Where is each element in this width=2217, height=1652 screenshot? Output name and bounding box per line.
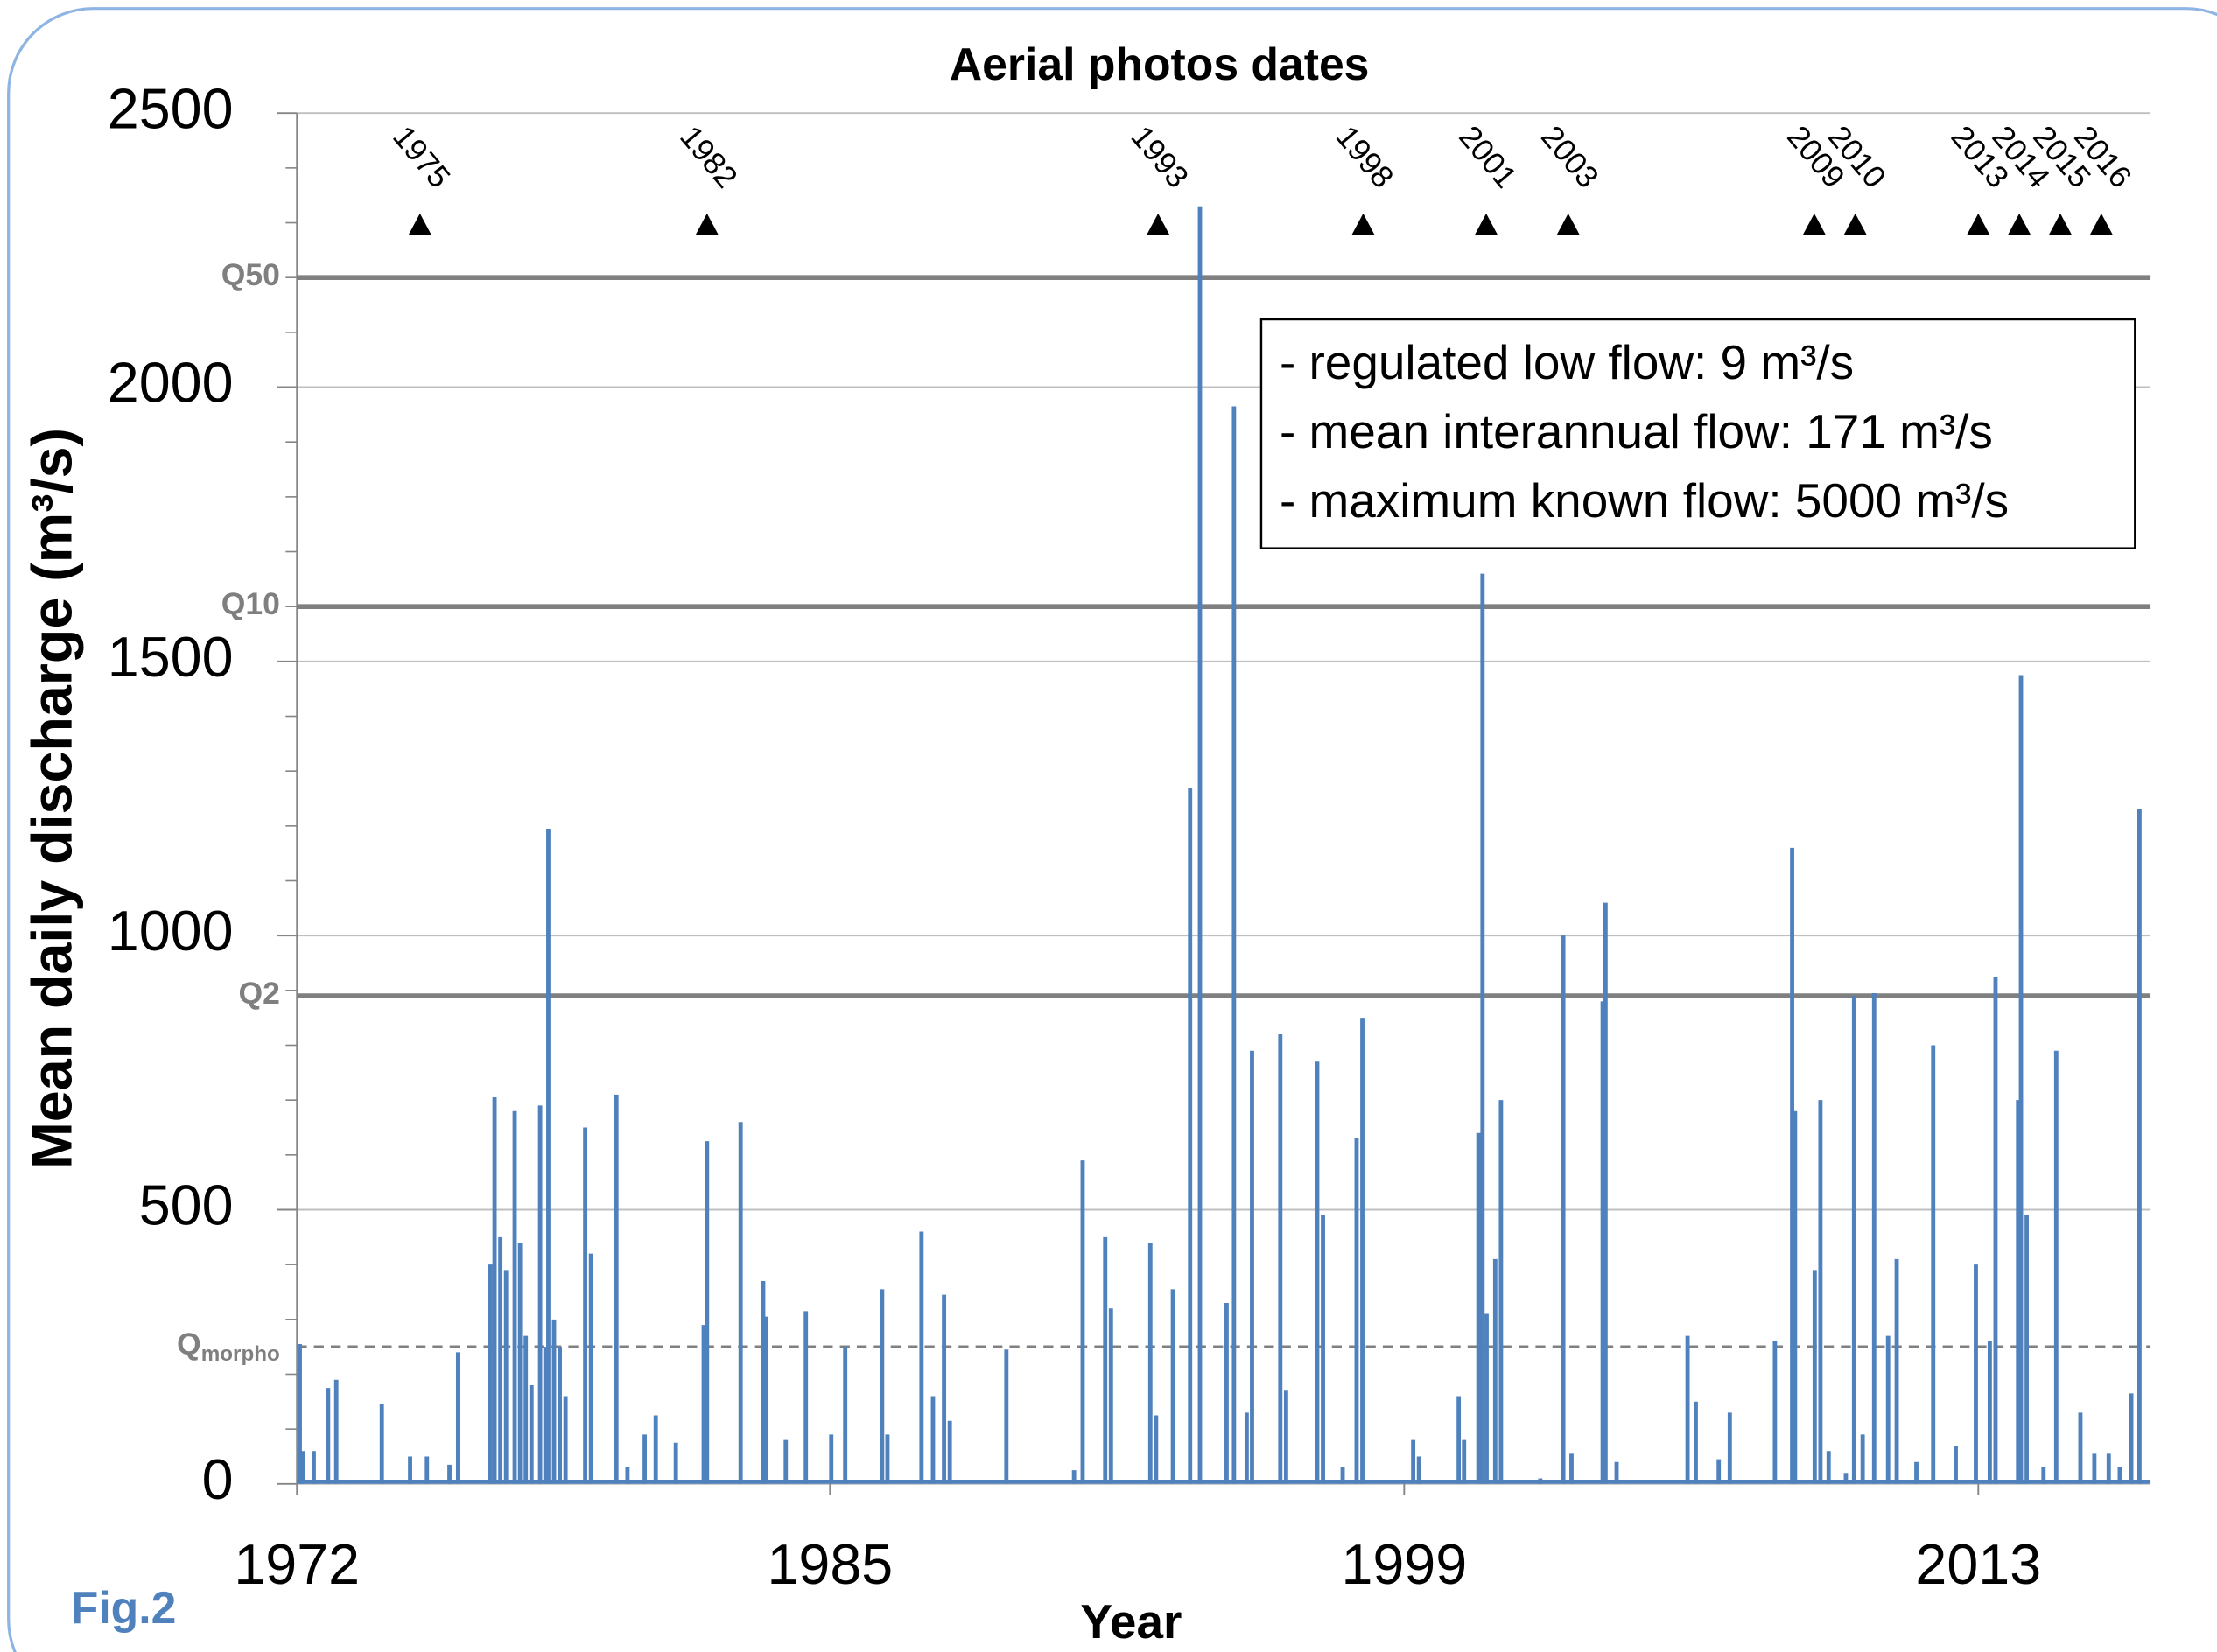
reference-label: Qmorpho <box>177 1327 280 1367</box>
photo-marker <box>2089 213 2113 235</box>
reference-label: Q10 <box>221 587 280 622</box>
photo-label: 1982 <box>673 119 744 194</box>
photo-marker <box>1147 213 1170 235</box>
photo-label: 1998 <box>1329 119 1400 194</box>
reference-label-main: Q50 <box>221 258 280 293</box>
photo-marker <box>695 213 719 235</box>
photo-marker <box>2008 213 2031 235</box>
photo-label: 2001 <box>1452 119 1523 194</box>
reference-label-sub: morpho <box>201 1342 280 1366</box>
y-tick-label: 2000 <box>108 352 234 415</box>
photo-label: 1975 <box>386 119 457 194</box>
reference-label-main: Q2 <box>238 976 279 1011</box>
photo-label: 1993 <box>1124 119 1195 194</box>
photo-marker <box>1556 213 1580 235</box>
info-text: - regulated low flow: 9 m³/s <box>1280 335 1854 389</box>
photo-marker <box>1475 213 1498 235</box>
info-box: - regulated low flow: 9 m³/s - mean inter… <box>1259 318 2136 550</box>
y-tick-label: 2500 <box>108 77 234 140</box>
x-tick-label: 1972 <box>234 1533 360 1596</box>
photo-marker <box>1843 213 1867 235</box>
y-tick-label: 1000 <box>108 900 234 962</box>
photo-marker <box>1802 213 1826 235</box>
frame <box>7 7 2217 1652</box>
info-box-frame <box>1259 318 2136 550</box>
info-text: - mean interannual flow: 171 m³/s <box>1280 404 1993 458</box>
x-tick-label: 1985 <box>767 1533 893 1596</box>
reference-label-main: Q10 <box>221 587 280 622</box>
y-tick-label: 1500 <box>108 626 234 689</box>
y-tick-label: 500 <box>139 1174 234 1237</box>
x-tick-label: 2013 <box>1915 1533 2041 1596</box>
photo-marker <box>1351 213 1375 235</box>
reference-label: Q50 <box>221 258 280 293</box>
y-axis-label: Mean daily discharge (m³/s) <box>21 428 84 1169</box>
x-tick-label: 1999 <box>1341 1533 1467 1596</box>
y-tick-label: 0 <box>202 1448 234 1511</box>
figure-label: Fig.2 <box>71 1582 177 1633</box>
photo-marker <box>408 213 431 235</box>
reference-label-main: Q <box>177 1327 201 1362</box>
photo-marker <box>1967 213 1990 235</box>
x-axis-label: Year <box>1080 1594 1182 1648</box>
info-text: - maximum known flow: 5000 m³/s <box>1280 473 2009 528</box>
chart-title: Aerial photos dates <box>950 38 1370 89</box>
reference-label: Q2 <box>238 976 279 1011</box>
photo-label: 2003 <box>1534 119 1605 194</box>
photo-marker <box>2049 213 2072 235</box>
